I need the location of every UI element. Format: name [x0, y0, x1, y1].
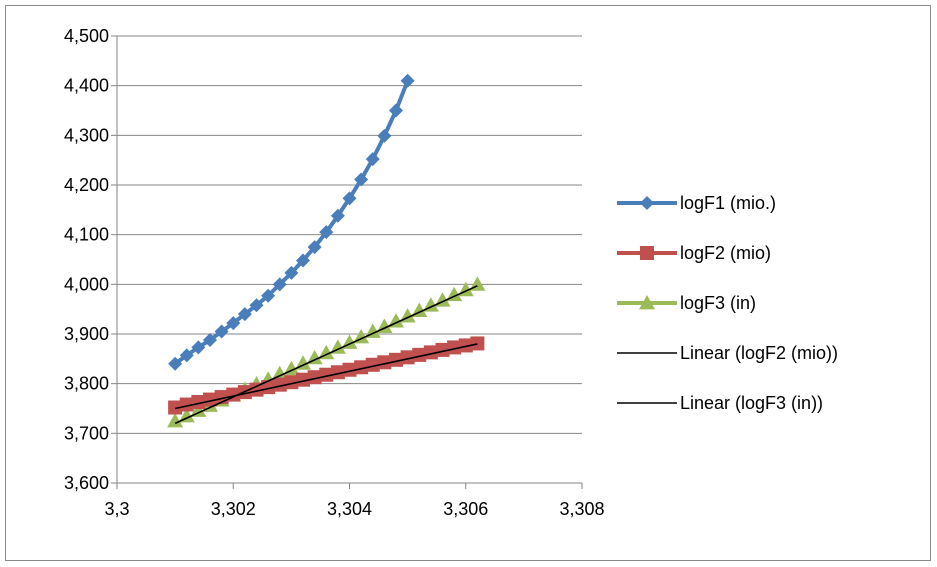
data-point	[423, 345, 438, 360]
y-tick-label: 4,400	[64, 76, 109, 96]
data-point	[296, 372, 310, 387]
y-tick-label: 4,100	[64, 225, 109, 245]
data-point	[272, 277, 287, 292]
data-point	[178, 407, 195, 423]
data-point	[412, 347, 427, 362]
series-logf1-mio	[168, 73, 415, 371]
legend-marker	[640, 196, 654, 210]
data-point	[354, 172, 369, 187]
y-tick-label: 4,500	[64, 26, 109, 46]
series-line	[173, 79, 410, 366]
data-point	[400, 73, 415, 88]
legend-item: Linear (logF2 (mio))	[617, 343, 838, 363]
data-point	[226, 316, 241, 331]
data-point	[342, 362, 357, 377]
axes	[111, 35, 583, 489]
y-tick-label: 4,300	[64, 125, 109, 145]
legend-label: Linear (logF3 (in))	[680, 393, 823, 413]
chart-area: 3,600 3,700 3,800 3,900 4,000 4,100 4,200 4,300…	[5, 5, 931, 561]
chart-svg: 3,600 3,700 3,800 3,900 4,000 4,100 4,200 4,300…	[64, 26, 838, 519]
data-point	[284, 265, 299, 280]
gridlines	[117, 35, 582, 484]
series-line	[174, 343, 478, 410]
data-point	[203, 392, 217, 407]
data-point	[261, 288, 276, 303]
y-tick-label: 4,200	[64, 175, 109, 195]
legend-label: logF1 (mio.)	[680, 193, 776, 213]
data-point	[319, 367, 334, 382]
data-point	[249, 382, 264, 397]
data-point	[365, 152, 380, 167]
x-tick-label: 3,304	[327, 499, 372, 519]
data-point	[389, 352, 403, 367]
series-linear-logf2-mio	[174, 343, 478, 410]
y-tick-label: 3,800	[64, 374, 109, 394]
legend-marker	[639, 295, 655, 310]
data-point	[296, 253, 310, 268]
series-linear-logf3-in	[174, 285, 478, 425]
data-point	[306, 349, 323, 365]
series-line	[174, 285, 478, 425]
data-point	[307, 240, 322, 255]
plot-series	[167, 73, 486, 428]
data-point	[272, 377, 287, 392]
data-point	[249, 298, 264, 313]
data-point	[190, 402, 207, 417]
data-point	[191, 395, 206, 410]
y-tick-label: 4,000	[64, 274, 109, 294]
data-point	[284, 375, 299, 390]
data-point	[203, 332, 217, 347]
y-tick-label: 3,600	[64, 473, 109, 493]
data-point	[364, 323, 381, 338]
legend-item: logF3 (in)	[617, 293, 756, 313]
data-point	[330, 208, 345, 223]
data-point	[295, 355, 311, 370]
data-point	[458, 338, 473, 353]
data-point	[167, 412, 184, 428]
data-point	[271, 365, 288, 381]
data-point	[470, 336, 485, 351]
x-tick-label: 3,306	[443, 499, 488, 519]
data-point	[389, 103, 403, 118]
data-point	[400, 350, 415, 365]
data-point	[354, 360, 369, 375]
data-point	[179, 397, 194, 412]
data-point	[319, 225, 334, 240]
y-tick-labels: 3,600 3,700 3,800 3,900 4,000 4,100 4,200 4,300…	[64, 26, 109, 493]
data-point	[447, 340, 462, 355]
data-point	[261, 380, 276, 395]
legend-marker	[640, 246, 654, 260]
data-point	[214, 324, 229, 339]
data-point	[191, 340, 206, 355]
data-point	[342, 191, 357, 206]
legend-item: logF2 (mio)	[617, 243, 771, 263]
data-point	[168, 356, 183, 371]
data-point	[237, 307, 252, 322]
legend: logF1 (mio.) logF2 (mio) logF3 (in) Linear …	[617, 193, 838, 413]
data-point	[329, 339, 346, 354]
legend-item: logF1 (mio.)	[617, 193, 776, 213]
legend-item: Linear (logF3 (in))	[617, 393, 823, 413]
legend-label: Linear (logF2 (mio))	[680, 343, 838, 363]
x-tick-label: 3,308	[559, 499, 604, 519]
data-point	[168, 400, 183, 415]
data-point	[377, 128, 392, 143]
data-point	[179, 348, 194, 363]
data-point	[377, 355, 392, 370]
legend-label: logF3 (in)	[680, 293, 756, 313]
legend-label: logF2 (mio)	[680, 243, 771, 263]
data-point	[435, 342, 450, 357]
x-tick-label: 3,3	[104, 499, 129, 519]
data-point	[307, 370, 322, 385]
x-tick-label: 3,302	[211, 499, 256, 519]
x-tick-labels: 3,3 3,302 3,304 3,306 3,308	[104, 499, 604, 519]
y-tick-label: 3,700	[64, 423, 109, 443]
y-tick-label: 3,900	[64, 324, 109, 344]
data-point	[330, 365, 345, 380]
series-logf2-mio	[168, 336, 485, 415]
data-point	[365, 357, 380, 372]
